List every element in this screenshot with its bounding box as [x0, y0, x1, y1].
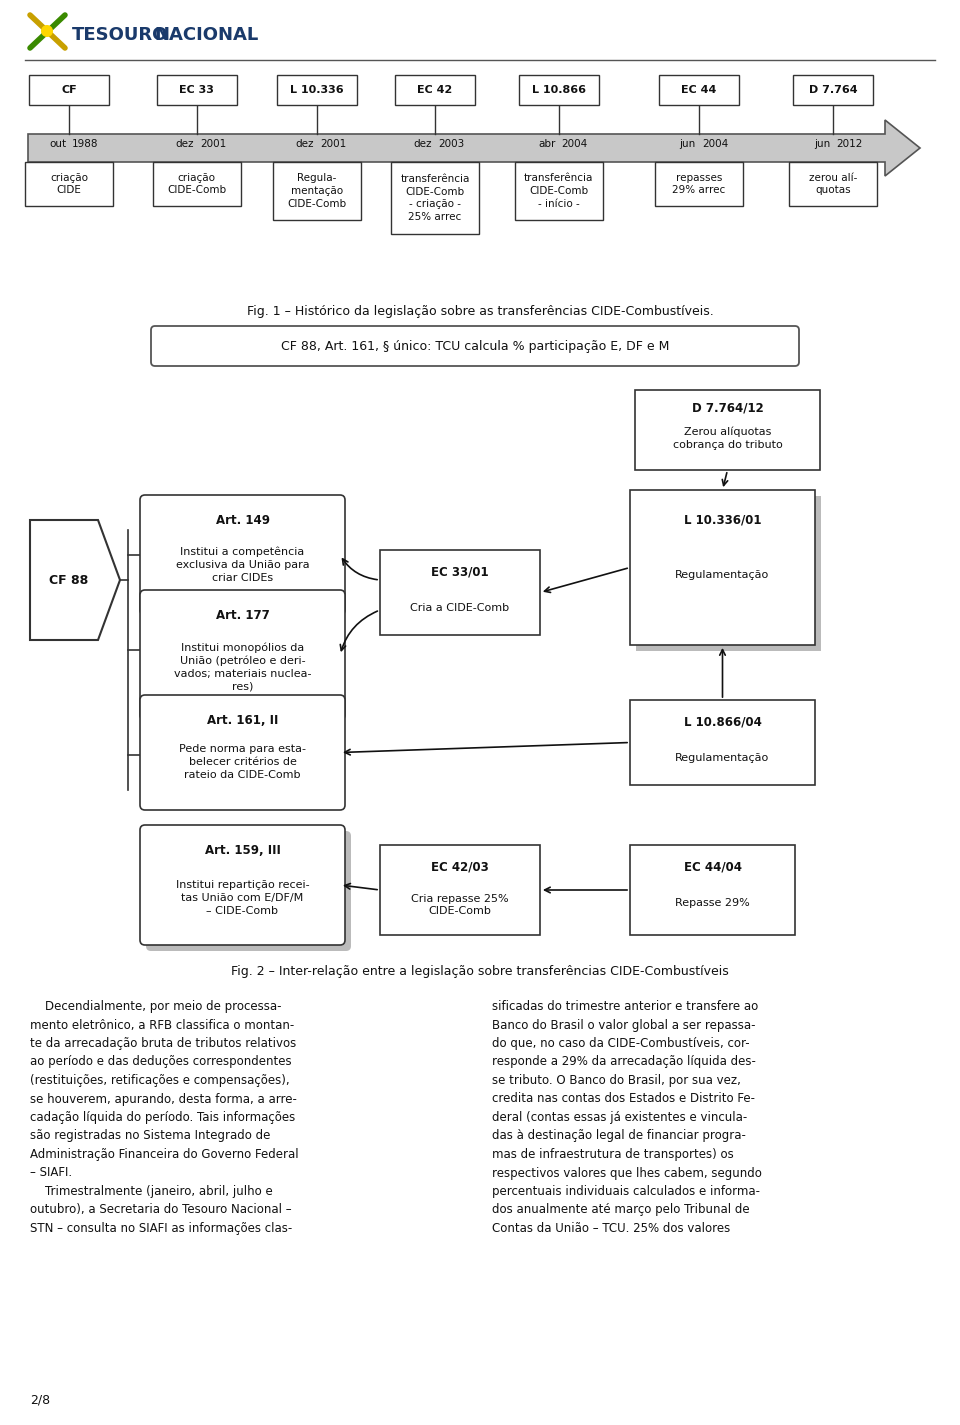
Text: NACIONAL: NACIONAL	[154, 26, 258, 44]
Text: transferência
CIDE-Comb
- criação -
25% arrec: transferência CIDE-Comb - criação - 25% …	[400, 174, 469, 222]
FancyBboxPatch shape	[140, 695, 345, 809]
Text: 2004: 2004	[702, 140, 728, 150]
Bar	[515, 162, 603, 219]
Bar	[153, 162, 241, 207]
Text: Regulamentação: Regulamentação	[676, 570, 770, 580]
Text: L 10.336/01: L 10.336/01	[684, 513, 761, 526]
Text: Institui repartição recei-
tas União com E/DF/M
– CIDE-Comb: Institui repartição recei- tas União com…	[176, 881, 309, 916]
FancyBboxPatch shape	[151, 326, 799, 366]
Text: abr: abr	[539, 140, 556, 150]
Text: EC 42/03: EC 42/03	[431, 861, 489, 874]
Text: Decendialmente, por meio de processa-
mento eletrônico, a RFB classifica o monta: Decendialmente, por meio de processa- me…	[30, 1000, 299, 1235]
Text: out: out	[49, 140, 66, 150]
Text: CF 88, Art. 161, § único: TCU calcula % participação E, DF e M: CF 88, Art. 161, § único: TCU calcula % …	[281, 339, 669, 352]
FancyBboxPatch shape	[146, 831, 351, 950]
Bar	[630, 845, 795, 935]
Text: sificadas do trimestre anterior e transfere ao
Banco do Brasil o valor global a : sificadas do trimestre anterior e transf…	[492, 1000, 762, 1235]
Text: EC 42: EC 42	[418, 86, 452, 95]
Bar	[789, 162, 877, 207]
Bar	[636, 496, 821, 651]
Text: 2/8: 2/8	[30, 1394, 50, 1406]
Text: criação
CIDE: criação CIDE	[50, 172, 88, 195]
Text: L 10.866: L 10.866	[532, 86, 586, 95]
Text: Art. 159, III: Art. 159, III	[204, 844, 280, 856]
Bar	[276, 76, 357, 105]
Bar	[25, 162, 113, 207]
Text: Fig. 2 – Inter-relação entre a legislação sobre transferências CIDE-Combustíveis: Fig. 2 – Inter-relação entre a legislaçã…	[231, 965, 729, 978]
Bar	[518, 76, 599, 105]
Text: 2003: 2003	[438, 140, 464, 150]
Text: criação
CIDE-Comb: criação CIDE-Comb	[167, 172, 227, 195]
Text: Art. 161, II: Art. 161, II	[206, 714, 278, 727]
Bar	[793, 76, 874, 105]
Text: dez: dez	[176, 140, 194, 150]
Text: Repasse 29%: Repasse 29%	[675, 898, 750, 908]
Text: EC 33/01: EC 33/01	[431, 566, 489, 579]
Text: zerou alí-
quotas: zerou alí- quotas	[809, 172, 857, 195]
Text: Regulamentação: Regulamentação	[676, 752, 770, 762]
Bar	[156, 76, 237, 105]
Text: 1988: 1988	[72, 140, 99, 150]
FancyBboxPatch shape	[140, 590, 345, 720]
Bar	[391, 162, 479, 234]
Bar	[29, 76, 109, 105]
Text: 2004: 2004	[562, 140, 588, 150]
Text: jun: jun	[814, 140, 830, 150]
Text: Regula-
mentação
CIDE-Comb: Regula- mentação CIDE-Comb	[287, 174, 347, 209]
Text: CF: CF	[61, 86, 77, 95]
Text: dez: dez	[414, 140, 432, 150]
Text: Institui monopólios da
União (petróleo e deri-
vados; materiais nuclea-
res): Institui monopólios da União (petróleo e…	[174, 643, 311, 691]
Text: repasses
29% arrec: repasses 29% arrec	[672, 172, 726, 195]
Text: dez: dez	[296, 140, 314, 150]
Bar	[380, 845, 540, 935]
Bar	[659, 76, 739, 105]
Bar	[635, 390, 820, 470]
Text: L 10.336: L 10.336	[290, 86, 344, 95]
Text: D 7.764/12: D 7.764/12	[691, 402, 763, 415]
Bar	[655, 162, 743, 207]
Text: CF 88: CF 88	[49, 573, 88, 587]
Text: 2012: 2012	[836, 140, 863, 150]
Text: Pede norma para esta-
belecer critérios de
rateio da CIDE-Comb: Pede norma para esta- belecer critérios …	[179, 744, 306, 779]
FancyBboxPatch shape	[140, 825, 345, 945]
Text: Zerou alíquotas
cobrança do tributo: Zerou alíquotas cobrança do tributo	[673, 426, 782, 450]
Polygon shape	[30, 520, 120, 640]
Text: transferência
CIDE-Comb
- início -: transferência CIDE-Comb - início -	[524, 174, 593, 209]
Text: TESOURO: TESOURO	[72, 26, 168, 44]
Text: Art. 177: Art. 177	[216, 608, 270, 621]
Text: D 7.764: D 7.764	[809, 86, 857, 95]
Text: jun: jun	[680, 140, 696, 150]
Text: L 10.866/04: L 10.866/04	[684, 715, 761, 728]
Text: EC 33: EC 33	[180, 86, 214, 95]
Text: 2001: 2001	[200, 140, 226, 150]
Polygon shape	[28, 120, 920, 177]
Text: Cria a CIDE-Comb: Cria a CIDE-Comb	[411, 603, 510, 613]
Bar	[630, 490, 815, 646]
Text: Institui a competência
exclusiva da União para
criar CIDEs: Institui a competência exclusiva da Uniã…	[176, 547, 309, 583]
Bar	[395, 76, 475, 105]
Bar	[273, 162, 361, 219]
Circle shape	[41, 26, 53, 37]
Text: Art. 149: Art. 149	[215, 513, 270, 526]
Text: Fig. 1 – Histórico da legislação sobre as transferências CIDE-Combustíveis.: Fig. 1 – Histórico da legislação sobre a…	[247, 305, 713, 318]
Text: Cria repasse 25%
CIDE-Comb: Cria repasse 25% CIDE-Comb	[411, 893, 509, 916]
Text: 2001: 2001	[320, 140, 346, 150]
Text: EC 44: EC 44	[682, 86, 716, 95]
Bar	[380, 550, 540, 636]
FancyBboxPatch shape	[140, 494, 345, 616]
Bar	[630, 700, 815, 785]
Text: EC 44/04: EC 44/04	[684, 861, 741, 874]
